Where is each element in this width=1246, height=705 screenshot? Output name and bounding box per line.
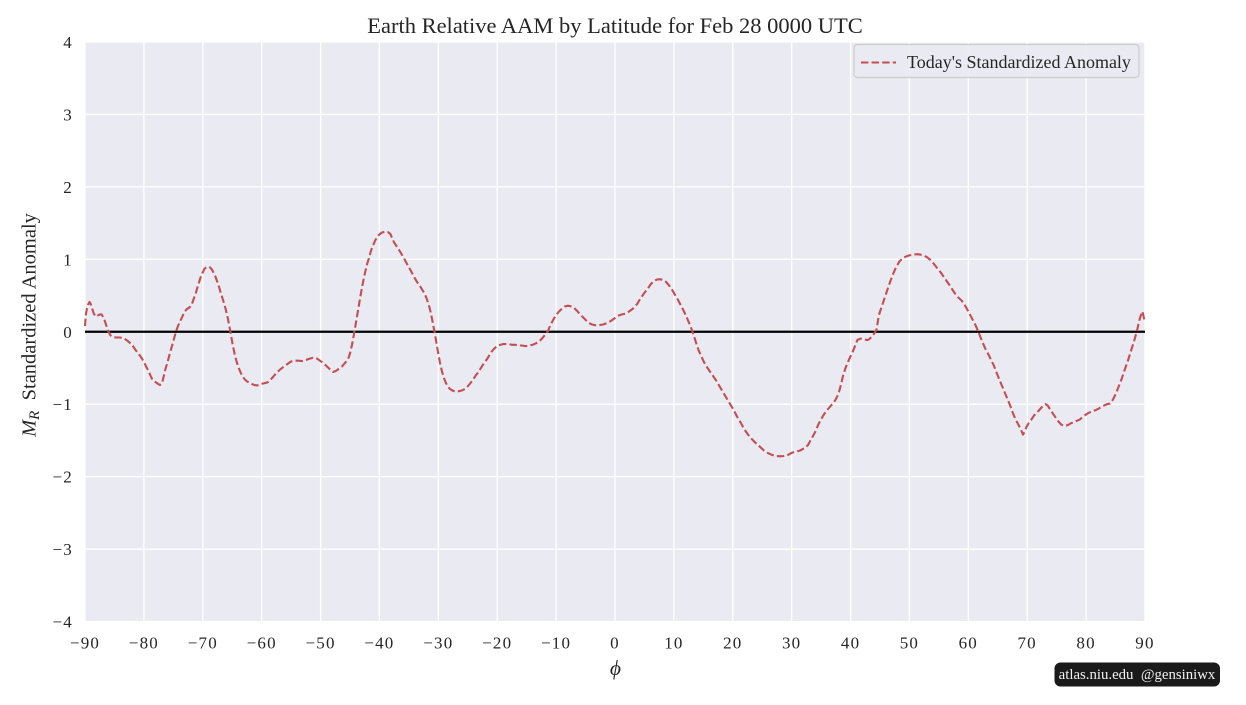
svg-text:90: 90 [1135, 634, 1154, 653]
svg-text:3: 3 [63, 105, 73, 124]
svg-text:4: 4 [63, 33, 73, 52]
svg-text:atlas.niu.edu @gensiniwx: atlas.niu.edu @gensiniwx [1059, 667, 1216, 683]
svg-text:−40: −40 [364, 634, 394, 653]
svg-text:40: 40 [841, 634, 860, 653]
svg-text:ϕ: ϕ [610, 656, 621, 680]
svg-text:Earth Relative AAM by Latitude: Earth Relative AAM by Latitude for Feb 2… [367, 13, 863, 38]
svg-text:−4: −4 [53, 613, 74, 632]
svg-text:10: 10 [664, 634, 683, 653]
svg-text:80: 80 [1076, 634, 1095, 653]
svg-text:2: 2 [63, 178, 73, 197]
svg-text:−20: −20 [482, 634, 512, 653]
svg-text:−30: −30 [423, 634, 453, 653]
svg-text:−80: −80 [129, 634, 159, 653]
svg-text:0: 0 [610, 634, 620, 653]
svg-text:MR Standardized Anomaly: MR Standardized Anomaly [19, 212, 44, 438]
svg-text:0: 0 [63, 323, 73, 342]
svg-text:1: 1 [63, 250, 73, 269]
svg-text:60: 60 [959, 634, 978, 653]
svg-text:−60: −60 [247, 634, 277, 653]
svg-text:−50: −50 [306, 634, 336, 653]
svg-text:70: 70 [1017, 634, 1036, 653]
svg-text:−2: −2 [53, 468, 74, 487]
svg-text:−70: −70 [188, 634, 218, 653]
svg-text:−10: −10 [541, 634, 571, 653]
svg-text:−1: −1 [53, 395, 74, 414]
svg-text:20: 20 [723, 634, 742, 653]
svg-text:30: 30 [782, 634, 801, 653]
svg-text:−90: −90 [70, 634, 100, 653]
svg-text:Today's Standardized Anomaly: Today's Standardized Anomaly [907, 52, 1131, 72]
svg-text:50: 50 [900, 634, 919, 653]
svg-text:−3: −3 [53, 540, 74, 559]
